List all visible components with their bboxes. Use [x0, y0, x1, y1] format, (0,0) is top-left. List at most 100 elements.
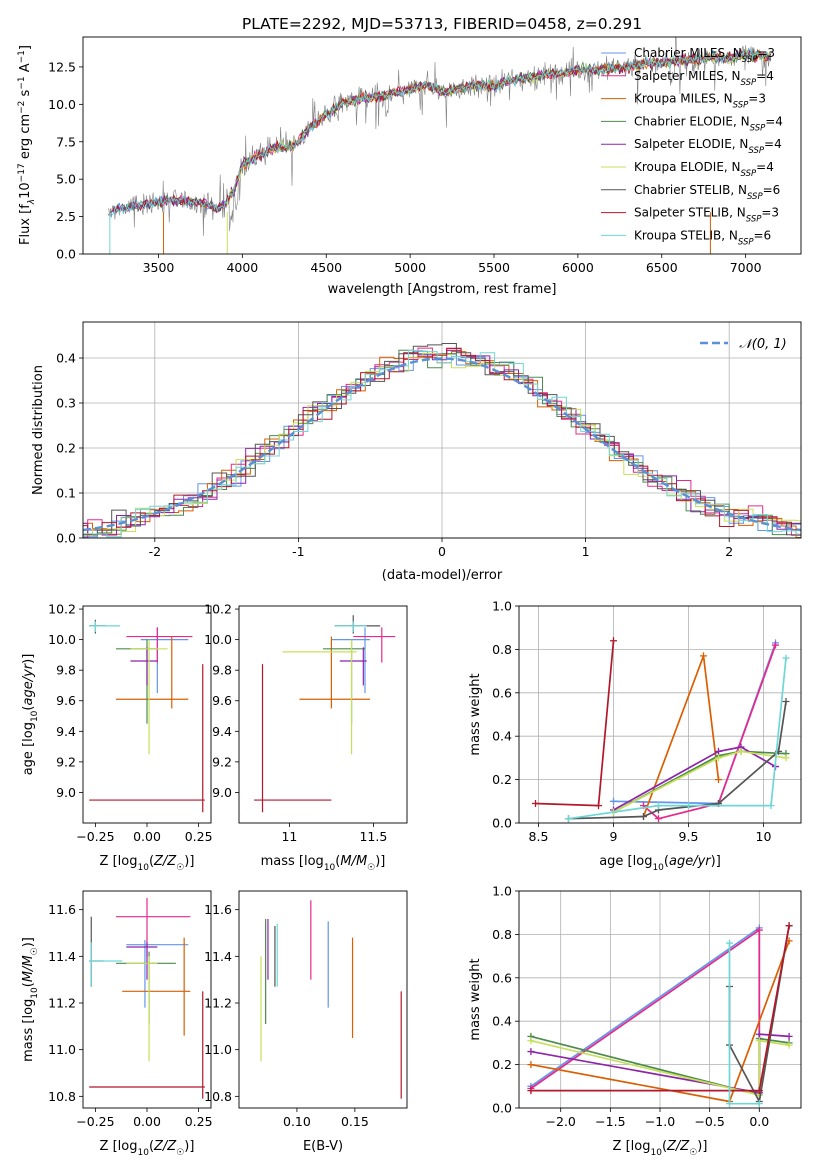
- legend-label: Kroupa ELODIE, NSSP=4: [634, 160, 774, 179]
- mass-weight-marker: [755, 1037, 763, 1045]
- x-tick-label: 4000: [226, 260, 258, 275]
- axes-frame: [238, 605, 408, 824]
- mass-weight-line: [613, 750, 787, 813]
- x-axis-label-part: (: [149, 1139, 154, 1154]
- x-axis-label-part: 10: [652, 863, 664, 873]
- x-tick-label: 3500: [143, 260, 175, 275]
- mass-weight-marker: [755, 1030, 763, 1038]
- y-tick-label: 0.2: [492, 772, 512, 787]
- y-tick-label: 11.0: [204, 1042, 232, 1057]
- y-tick-label: 10.2: [48, 602, 76, 617]
- y-tick-label: 9.4: [56, 724, 76, 739]
- y-tick-label: 0.4: [492, 1014, 512, 1029]
- mass-weight-line: [642, 644, 777, 820]
- x-tick-label: −1.0: [645, 1114, 675, 1129]
- x-tick-label: 9: [610, 829, 618, 844]
- y-tick-label: 9.2: [56, 754, 76, 769]
- mass-weight-marker: [755, 926, 763, 934]
- mass-weight-marker: [726, 939, 734, 947]
- legend-text: Kroupa STELIB, N: [634, 228, 738, 242]
- y-axis-label-part: )]: [21, 937, 36, 947]
- mass-weight-line: [535, 640, 615, 807]
- x-axis-label-part: age/yr: [669, 854, 712, 869]
- legend-sub: SSP: [746, 215, 762, 225]
- legend-sub: SSP: [742, 55, 758, 65]
- legend-text: Chabrier MILES, N: [634, 46, 742, 60]
- legend-text: Salpeter ELODIE, N: [634, 137, 748, 151]
- y-tick-label: 10.2: [204, 602, 232, 617]
- mass-weight-line: [568, 658, 787, 820]
- legend-sub: SSP: [738, 237, 754, 247]
- legend-text: Salpeter MILES, N: [634, 69, 741, 83]
- y-tick-label: 0.8: [492, 927, 512, 942]
- residual-histogram: [83, 343, 801, 536]
- x-tick-label: 5500: [478, 260, 510, 275]
- mass-weight-marker: [785, 1041, 793, 1049]
- mass_vs_ebv-panel: 0.10 0.15 10.8 11.0 11.2 11.4 11.6 E(B-V): [204, 890, 408, 1154]
- y-tick-label: 0.2: [56, 441, 76, 456]
- y-axis-label-part: erg cm: [18, 114, 33, 163]
- axes-frame: [82, 605, 212, 824]
- legend-label: Chabrier MILES, NSSP=3: [634, 46, 775, 65]
- y-tick-label: 9.4: [212, 724, 232, 739]
- mass-weight-marker: [785, 922, 793, 930]
- legend-text: Salpeter STELIB, N: [634, 206, 746, 220]
- mass-weight-line: [728, 943, 760, 1105]
- x-tick-label: 7000: [730, 260, 762, 275]
- y-tick-label: 0.0: [56, 247, 76, 262]
- x-axis-label-part: ☉: [689, 1148, 697, 1158]
- x-tick-label: 0.15: [341, 1114, 369, 1129]
- y-tick-label: 5.0: [56, 172, 76, 187]
- mass-weight-line: [613, 746, 776, 811]
- y-tick-label: 0.1: [56, 486, 76, 501]
- x-axis-label-part: (: [149, 854, 154, 869]
- mass-weight-marker: [782, 654, 790, 662]
- x-axis-label: (data-model)/error: [382, 568, 503, 583]
- x-axis-label-part: Z/Z: [153, 1139, 177, 1154]
- legend-sub: SSP: [747, 192, 763, 202]
- legend-sub: SSP: [748, 146, 764, 156]
- y-axis-label-part: mass [: [21, 1019, 36, 1062]
- y-tick-label: 9.2: [212, 754, 232, 769]
- legend-label: Kroupa MILES, NSSP=3: [634, 92, 766, 111]
- x-axis-label-part: Z [: [100, 1139, 118, 1154]
- axes-frame: [82, 321, 802, 539]
- x-tick-label: 0: [438, 544, 446, 559]
- legend-label: Chabrier STELIB, NSSP=6: [634, 183, 780, 202]
- y-axis-label-part: (: [21, 706, 36, 711]
- y-tick-label: 0.0: [56, 531, 76, 546]
- y-axis-label-part: ]: [18, 45, 33, 50]
- legend-sub: SSP: [750, 123, 766, 133]
- residual-histogram: [83, 350, 801, 538]
- y-axis-label: mass weight: [468, 673, 483, 755]
- mass-weight-marker: [785, 1032, 793, 1040]
- y-axis-label-part: 10: [30, 710, 40, 722]
- y-axis-label-part: log: [21, 999, 36, 1019]
- mass-weight-marker: [737, 747, 745, 755]
- legend-sub: SSP: [741, 78, 757, 88]
- y-axis-label: mass [log10(M/M☉)]: [21, 937, 40, 1062]
- mass-weight-marker: [610, 637, 617, 645]
- mass-weight-marker: [755, 1087, 763, 1095]
- y-axis-label-part: Flux [f: [18, 204, 33, 245]
- y-tick-label: 10.0: [48, 97, 76, 112]
- x-tick-label: −0.5: [694, 1114, 724, 1129]
- y-tick-label: 9.0: [56, 785, 76, 800]
- x-axis-label-part: 10: [137, 863, 149, 873]
- y-tick-label: 9.8: [212, 663, 232, 678]
- y-tick-label: 11.0: [48, 1042, 76, 1057]
- legend-text: =4: [765, 114, 783, 128]
- residual-histogram: [83, 349, 801, 536]
- x-axis-label-part: ☉: [176, 863, 184, 873]
- y-tick-label: 10.8: [48, 1089, 76, 1104]
- x-tick-label: −0.25: [76, 1114, 114, 1129]
- mass-weight-marker: [655, 802, 662, 810]
- x-axis-label-part: )]: [184, 854, 194, 869]
- x-axis-label: age [log10(age/yr)]: [599, 854, 721, 873]
- legend-label: Salpeter MILES, NSSP=4: [634, 69, 774, 88]
- legend-text: Kroupa MILES, N: [634, 92, 733, 106]
- x-axis-label: E(B-V): [303, 1139, 343, 1154]
- mass-weight-marker: [767, 802, 775, 810]
- legend-text: Chabrier ELODIE, N: [634, 114, 750, 128]
- legend-text: Kroupa ELODIE, N: [634, 160, 741, 174]
